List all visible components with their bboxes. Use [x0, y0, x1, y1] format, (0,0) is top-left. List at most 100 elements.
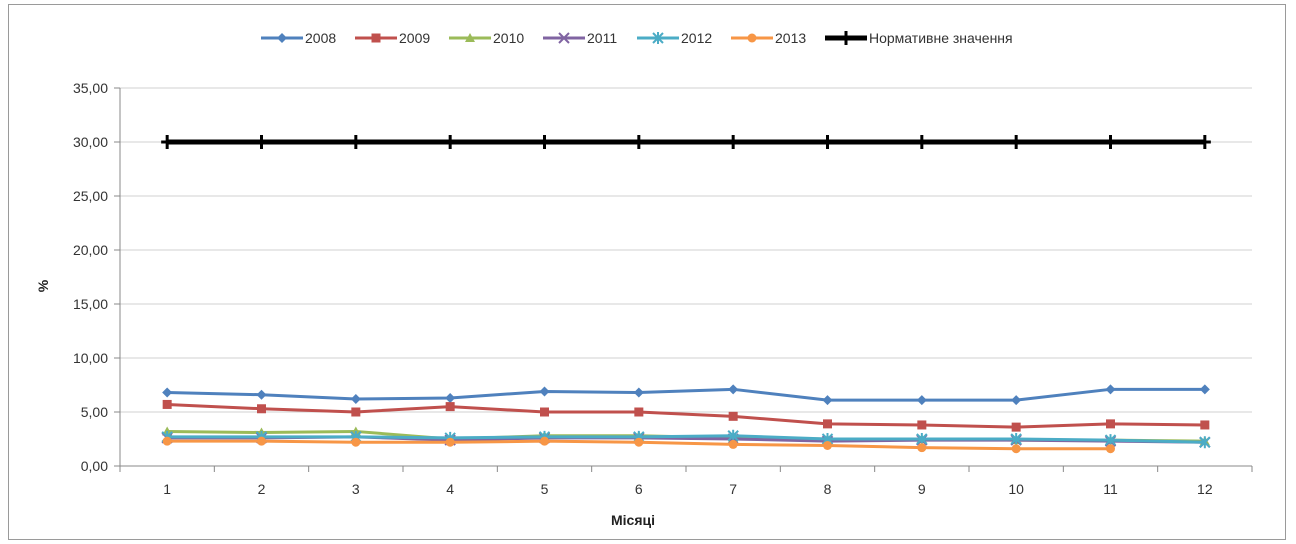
data-point	[917, 443, 927, 453]
data-point	[162, 436, 172, 446]
data-point	[727, 429, 739, 442]
y-tick-label: 5,00	[81, 404, 108, 420]
series-5	[161, 429, 1211, 449]
data-point	[1105, 384, 1116, 395]
legend-label: Нормативне значення	[869, 30, 1013, 46]
y-tick-label: 10,00	[73, 350, 108, 366]
data-point	[633, 387, 644, 398]
x-tick-label: 2	[258, 481, 266, 497]
legend-item: 2008	[261, 30, 336, 46]
data-point	[445, 392, 456, 403]
data-point	[444, 135, 457, 149]
y-tick-label: 30,00	[73, 134, 108, 150]
data-point	[162, 399, 172, 409]
data-point	[1011, 395, 1022, 406]
data-point	[1106, 444, 1115, 454]
data-point	[257, 404, 266, 414]
legend-item: 2012	[637, 30, 712, 46]
data-point	[255, 135, 268, 149]
data-point	[727, 135, 740, 149]
data-point	[351, 437, 361, 447]
x-tick-label: 1	[163, 481, 171, 497]
legend-item: 2010	[449, 30, 524, 46]
data-point	[1106, 419, 1115, 429]
y-tick-label: 0,00	[81, 458, 108, 474]
data-point	[747, 33, 757, 43]
data-point	[634, 407, 644, 417]
data-point	[539, 386, 550, 397]
legend-label: 2013	[775, 30, 806, 46]
data-point	[915, 135, 928, 149]
series-1	[162, 384, 1210, 406]
data-point	[538, 135, 551, 149]
data-point	[445, 402, 455, 412]
series-line	[167, 387, 1205, 402]
data-point	[1104, 434, 1117, 447]
data-point	[256, 389, 267, 400]
x-tick-label: 9	[918, 481, 926, 497]
data-point	[728, 411, 738, 421]
gridlines	[120, 87, 1252, 413]
data-point	[1010, 433, 1022, 445]
x-axis-title: Місяці	[611, 512, 655, 528]
series-6	[162, 436, 1115, 454]
data-point	[1199, 436, 1211, 449]
x-tick-label: 6	[635, 481, 643, 497]
data-point	[349, 135, 362, 149]
data-point	[350, 394, 361, 405]
y-axis-title: %	[35, 279, 51, 292]
legend-label: 2011	[587, 30, 617, 46]
data-point	[1104, 135, 1117, 149]
data-point	[540, 407, 549, 417]
data-point	[822, 395, 833, 406]
data-point	[558, 32, 570, 44]
y-tick-label: 20,00	[73, 242, 108, 258]
data-point	[634, 437, 644, 447]
y-tick-label: 25,00	[73, 188, 108, 204]
data-point	[823, 440, 832, 450]
data-point	[162, 387, 173, 398]
series-group	[161, 135, 1211, 454]
x-tick-label: 10	[1008, 481, 1024, 497]
data-point	[1011, 444, 1021, 454]
x-tick-label: 12	[1197, 481, 1213, 497]
legend-label: 2008	[305, 30, 336, 46]
data-point	[465, 33, 475, 42]
legend-item: 2013	[731, 30, 806, 46]
data-point	[728, 439, 738, 449]
y-tick-label: 35,00	[73, 80, 108, 96]
legend: 2008 2009 2010 2011 2012 2013 Нормативне значе…	[261, 30, 1013, 46]
data-point	[1010, 135, 1023, 149]
data-point	[821, 135, 834, 149]
legend-label: 2010	[493, 30, 524, 46]
x-tick-label: 5	[541, 481, 549, 497]
data-point	[1199, 384, 1210, 395]
legend-label: 2009	[399, 30, 430, 46]
x-tick-label: 7	[729, 481, 737, 497]
series-7	[161, 135, 1211, 149]
data-point	[840, 31, 852, 45]
data-point	[916, 433, 928, 445]
data-point	[1198, 135, 1211, 149]
data-point	[540, 436, 549, 446]
data-point	[632, 135, 645, 149]
data-point	[371, 33, 381, 43]
data-point	[1200, 420, 1210, 430]
series-line	[167, 402, 1205, 429]
y-tick-label: 15,00	[73, 296, 108, 312]
legend-item: Нормативне значення	[825, 30, 1013, 46]
x-tick-label: 8	[824, 481, 832, 497]
series-line	[167, 434, 1205, 444]
data-point	[257, 436, 266, 446]
data-point	[917, 420, 927, 430]
data-point	[823, 419, 832, 429]
legend-item: 2011	[543, 30, 617, 46]
legend-label: 2012	[681, 30, 712, 46]
chart-frame	[8, 4, 1286, 540]
data-point	[916, 395, 927, 406]
data-point	[351, 407, 361, 417]
legend-item: 2009	[355, 30, 430, 46]
x-tick-label: 11	[1103, 481, 1118, 497]
data-point	[728, 384, 739, 395]
